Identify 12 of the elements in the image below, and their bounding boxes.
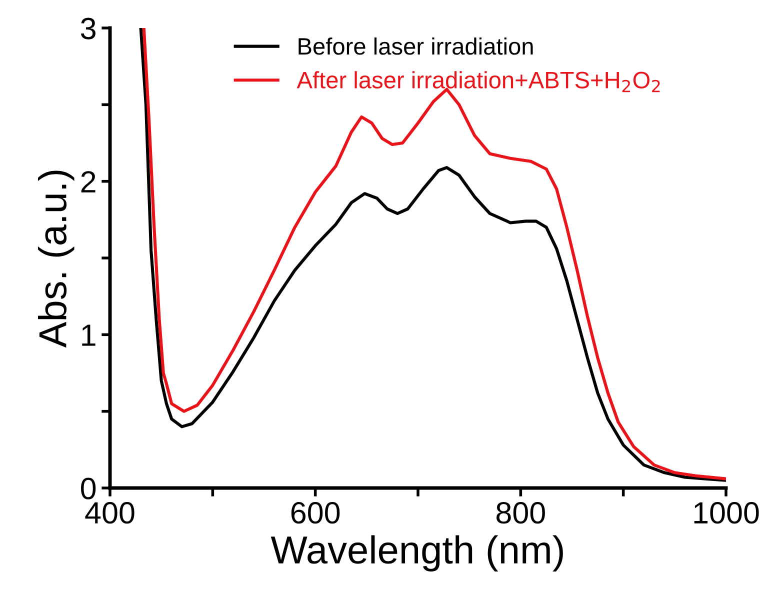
- x-tick-label: 400: [85, 502, 134, 524]
- legend-label: Before laser irradiation: [298, 37, 533, 55]
- x-tick-label: 1000: [694, 502, 759, 524]
- y-tick-label: 3: [80, 18, 96, 40]
- y-axis-title: Abs. (a.u.): [38, 170, 74, 348]
- x-tick-label: 600: [291, 502, 340, 524]
- legend-label: After laser irradiation+ABTS+H$_{2}$O$_{2}$: [296, 71, 660, 92]
- x-tick-label: 800: [496, 502, 545, 524]
- y-tick-label: 1: [82, 324, 96, 346]
- y-tick-label: 2: [81, 171, 96, 192]
- x-axis-title: Wavelength (nm): [270, 535, 563, 572]
- y-tick-label: 0: [81, 478, 96, 500]
